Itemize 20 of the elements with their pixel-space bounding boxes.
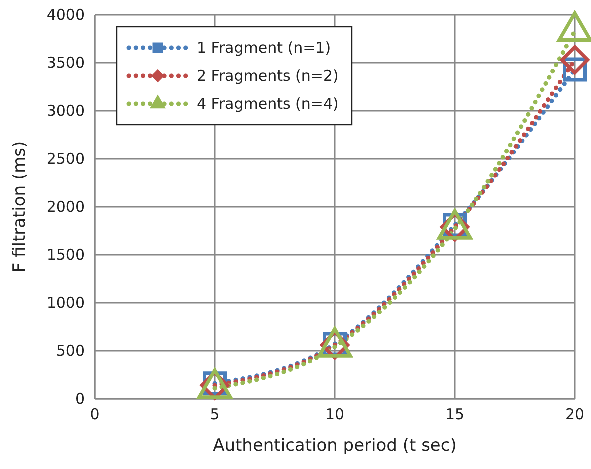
x-tick-label: 15	[445, 406, 465, 424]
y-tick-label: 2000	[46, 198, 85, 216]
legend-label: 1 Fragment (n=1)	[197, 39, 332, 57]
y-axis-title: F filtration (ms)	[10, 141, 30, 273]
y-tick-label: 2500	[46, 150, 85, 168]
x-tick-label: 5	[210, 406, 220, 424]
y-tick-label: 3000	[46, 102, 85, 120]
y-tick-label: 0	[75, 390, 85, 408]
legend-label: 4 Fragments (n=4)	[197, 95, 339, 113]
y-tick-label: 1500	[46, 246, 85, 264]
y-tick-label: 500	[56, 342, 85, 360]
x-axis-title: Authentication period (t sec)	[213, 436, 457, 456]
y-tick-label: 4000	[46, 6, 85, 24]
y-tick-label: 1000	[46, 294, 85, 312]
point	[560, 46, 590, 75]
y-tick-label: 3500	[46, 54, 85, 72]
x-tick-label: 0	[90, 406, 100, 424]
x-tick-label: 10	[325, 406, 345, 424]
legend-label: 2 Fragments (n=2)	[197, 67, 339, 85]
x-tick-label: 20	[565, 406, 585, 424]
